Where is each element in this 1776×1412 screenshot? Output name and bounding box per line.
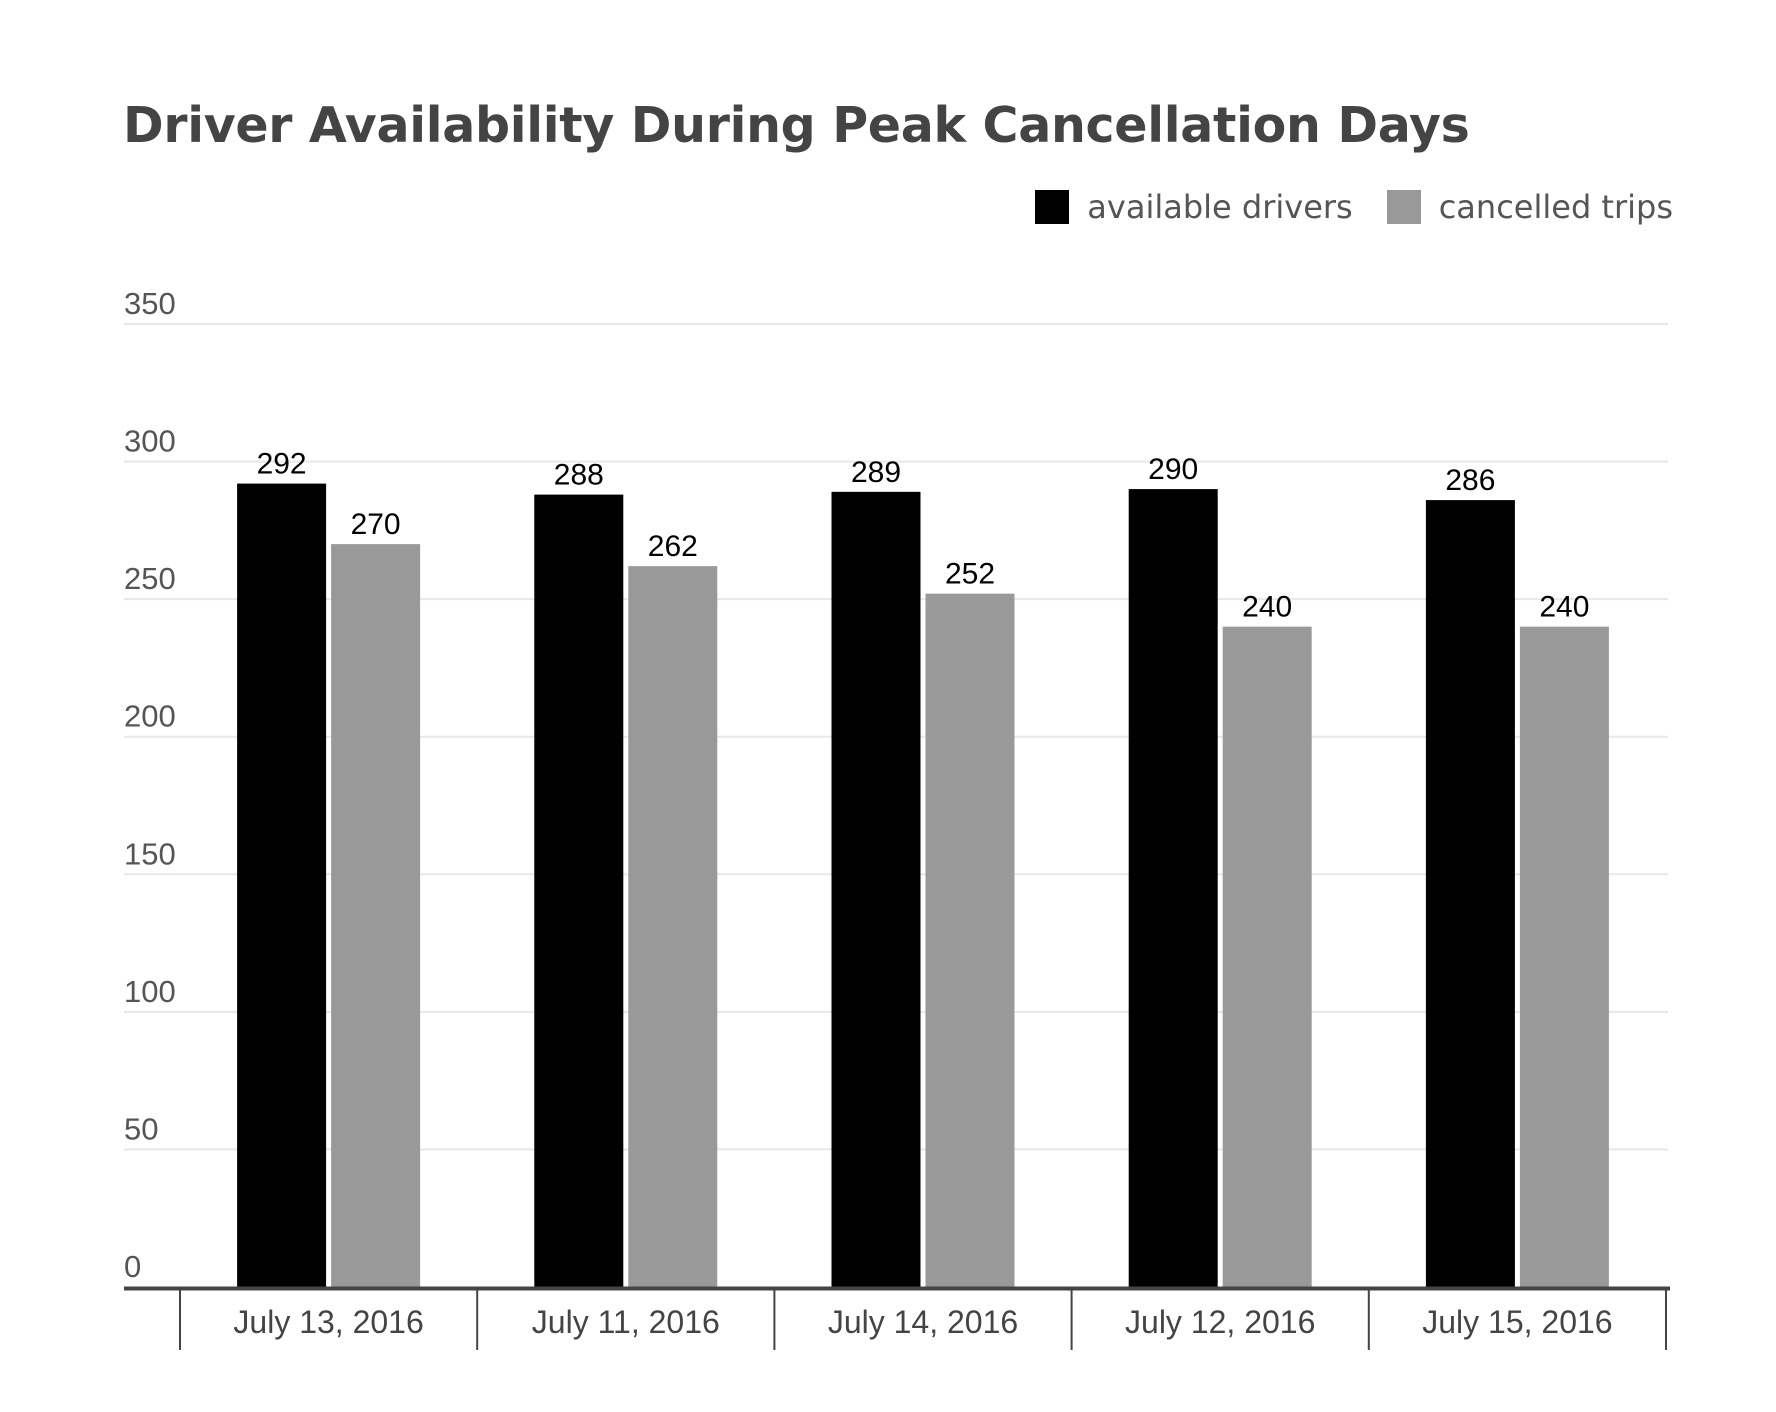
x-tick-label: July 11, 2016: [532, 1304, 720, 1340]
y-tick-label: 200: [124, 699, 176, 734]
data-label-cancelled-trips: 262: [648, 530, 698, 563]
data-label-available-drivers: 286: [1445, 464, 1495, 497]
bar-available-drivers: [1128, 489, 1218, 1288]
y-axis-ticks: 0 50 100 150 200 250 300 350: [124, 286, 176, 1284]
y-tick-label: 300: [124, 424, 176, 459]
data-label-available-drivers: 292: [257, 448, 307, 481]
legend-item-cancelled-trips: cancelled trips: [1386, 188, 1673, 226]
y-tick-label: 150: [124, 836, 176, 871]
x-tick-label: July 15, 2016: [1422, 1304, 1612, 1340]
bar-available-drivers: [1425, 500, 1515, 1287]
y-tick-label: 50: [124, 1111, 158, 1146]
data-label-available-drivers: 289: [851, 456, 901, 489]
legend-item-available-drivers: available drivers: [1035, 188, 1353, 226]
bars: [237, 483, 1609, 1288]
y-tick-label: 350: [124, 286, 176, 321]
legend-label-available-drivers: available drivers: [1087, 188, 1353, 226]
x-tick-label: July 14, 2016: [828, 1304, 1018, 1340]
x-axis: July 13, 2016 July 11, 2016 July 14, 2016 J…: [124, 1286, 1670, 1350]
bar-available-drivers: [237, 483, 327, 1287]
legend-swatch-available-drivers: [1035, 190, 1070, 224]
y-tick-label: 100: [124, 974, 176, 1009]
x-tick-label: July 12, 2016: [1125, 1304, 1315, 1340]
bar-cancelled-trips: [331, 544, 421, 1287]
bar-available-drivers: [534, 494, 624, 1287]
data-label-cancelled-trips: 240: [1539, 591, 1589, 624]
data-label-cancelled-trips: 240: [1242, 591, 1292, 624]
x-tick-label: July 13, 2016: [233, 1304, 423, 1340]
bar-cancelled-trips: [1519, 626, 1609, 1287]
legend-swatch-cancelled-trips: [1386, 190, 1421, 224]
bar-cancelled-trips: [1222, 626, 1312, 1287]
chart-title: Driver Availability During Peak Cancella…: [123, 97, 1470, 154]
y-tick-label: 0: [124, 1249, 141, 1284]
data-labels: 292 270 288 262 289 252 290 240 286 240: [257, 448, 1590, 624]
bar-available-drivers: [831, 491, 921, 1287]
data-label-available-drivers: 290: [1148, 453, 1198, 486]
data-label-available-drivers: 288: [554, 459, 604, 492]
data-label-cancelled-trips: 270: [351, 508, 401, 541]
bar-cancelled-trips: [925, 593, 1015, 1287]
legend: available drivers cancelled trips: [1001, 188, 1673, 226]
y-tick-label: 250: [124, 561, 176, 596]
legend-label-cancelled-trips: cancelled trips: [1438, 188, 1673, 226]
data-label-cancelled-trips: 252: [945, 558, 995, 591]
bar-cancelled-trips: [628, 566, 718, 1287]
